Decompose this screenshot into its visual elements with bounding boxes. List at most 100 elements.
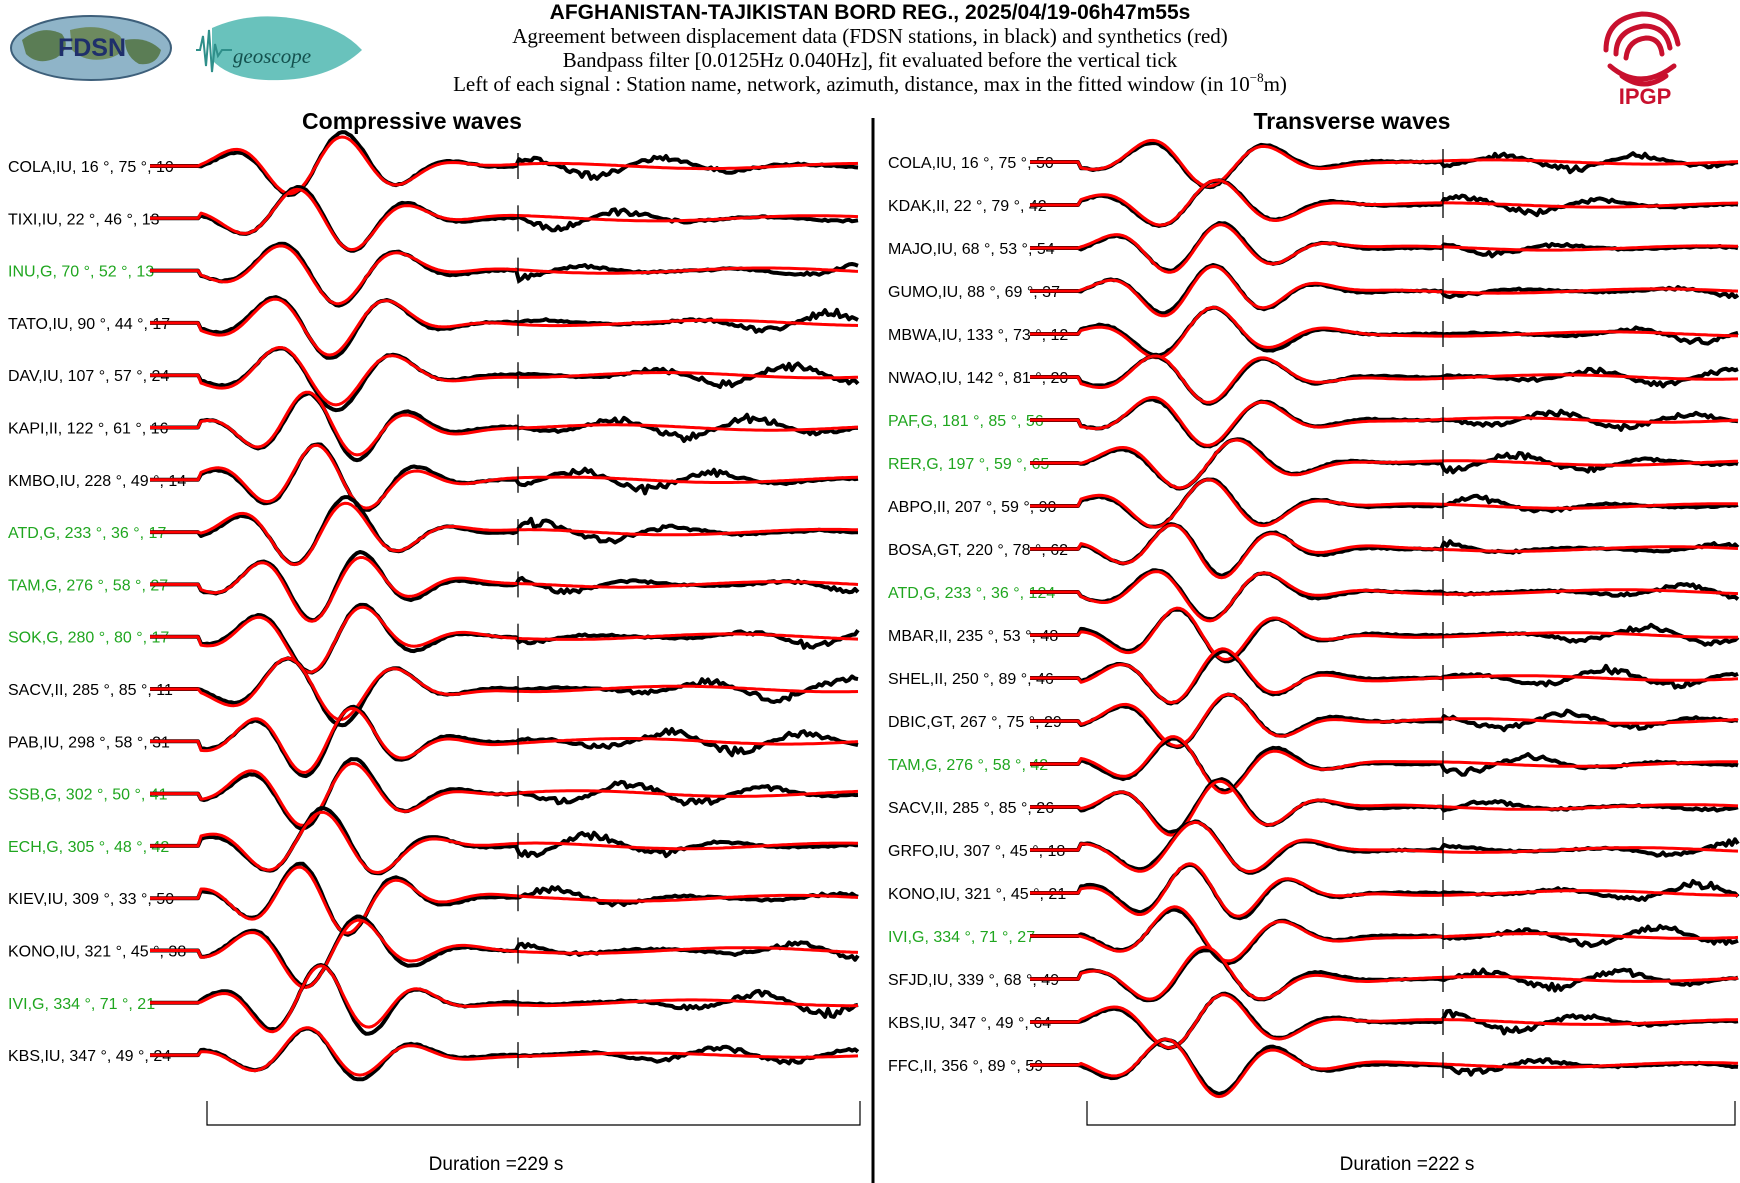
station-trace-row: KDAK,II, 22 °, 79 °, 42 bbox=[888, 178, 1739, 228]
station-trace-row: SHEL,II, 250 °, 89 °, 46 bbox=[888, 647, 1739, 706]
station-label: KONO,IU, 321 °, 45 °, 38 bbox=[8, 944, 186, 961]
synthetic-waveform-line bbox=[1030, 692, 1739, 748]
station-label: BOSA,GT, 220 °, 78 °, 62 bbox=[888, 542, 1068, 559]
station-label: IVI,G, 334 °, 71 °, 21 bbox=[8, 996, 155, 1013]
synthetic-waveform-line bbox=[1030, 862, 1738, 918]
station-trace-row: KAPI,II, 122 °, 61 °, 16 bbox=[8, 390, 859, 463]
station-label: IVI,G, 334 °, 71 °, 27 bbox=[888, 929, 1035, 946]
data-waveform-line bbox=[150, 346, 860, 413]
data-waveform-line bbox=[150, 550, 860, 623]
station-trace-row: KBS,IU, 347 °, 49 °, 24 bbox=[8, 1026, 860, 1082]
station-trace-row: MAJO,IU, 68 °, 53 °, 54 bbox=[888, 221, 1739, 274]
station-trace-row: KIEV,IU, 309 °, 33 °, 50 bbox=[8, 861, 859, 937]
synthetic-waveform-line bbox=[1030, 265, 1739, 318]
station-label: KIEV,IU, 309 °, 33 °, 50 bbox=[8, 891, 174, 908]
station-label: NWAO,IU, 142 °, 81 °, 20 bbox=[888, 370, 1068, 387]
fdsn-logo-text: FDSN bbox=[58, 34, 126, 62]
station-label: SHEL,II, 250 °, 89 °, 46 bbox=[888, 671, 1054, 688]
station-trace-row: MBAR,II, 235 °, 53 °, 48 bbox=[888, 606, 1740, 664]
synthetic-waveform-line bbox=[150, 501, 858, 566]
synthetic-waveform-line bbox=[150, 443, 859, 510]
station-trace-row: KONO,IU, 321 °, 45 °, 38 bbox=[8, 914, 860, 989]
station-label: DAV,IU, 107 °, 57 °, 24 bbox=[8, 368, 169, 385]
synthetic-waveform-line bbox=[1030, 647, 1739, 704]
station-label: INU,G, 70 °, 52 °, 13 bbox=[8, 264, 154, 281]
station-label: SACV,II, 285 °, 85 °, 11 bbox=[8, 682, 173, 699]
data-waveform-line bbox=[150, 704, 859, 779]
synthetic-waveform-line bbox=[1030, 570, 1739, 623]
station-trace-row: KMBO,IU, 228 °, 49 °, 14 bbox=[8, 442, 859, 512]
synthetic-waveform-line bbox=[150, 297, 859, 357]
station-label: TIXI,IU, 22 °, 46 °, 13 bbox=[8, 211, 160, 228]
figure-caption-line2: Bandpass filter [0.0125Hz 0.040Hz], fit … bbox=[563, 48, 1178, 72]
data-waveform-line bbox=[150, 241, 859, 308]
station-label: FFC,II, 356 °, 89 °, 59 bbox=[888, 1058, 1043, 1075]
figure-caption-line1: Agreement between displacement data (FDS… bbox=[512, 24, 1228, 48]
synthetic-waveform-line bbox=[150, 244, 859, 306]
synthetic-waveform-line bbox=[1030, 395, 1739, 447]
duration-bracket bbox=[1086, 1101, 1736, 1126]
station-trace-row: RER,G, 197 °, 59 °, 65 bbox=[888, 437, 1739, 491]
station-label: RER,G, 197 °, 59 °, 65 bbox=[888, 456, 1049, 473]
data-waveform-line bbox=[150, 963, 859, 1036]
station-trace-row: TIXI,IU, 22 °, 46 °, 13 bbox=[8, 185, 859, 253]
station-label: ABPO,II, 207 °, 59 °, 90 bbox=[888, 499, 1057, 516]
station-label: SSB,G, 302 °, 50 °, 41 bbox=[8, 787, 168, 804]
station-trace-row: ATD,G, 233 °, 36 °, 17 bbox=[8, 495, 858, 567]
figure-title: AFGHANISTAN-TAJIKISTAN BORD REG., 2025/0… bbox=[550, 1, 1191, 24]
synthetic-waveform-line bbox=[150, 1026, 859, 1077]
geoscope-logo-text: geoscope bbox=[233, 44, 311, 68]
station-label: GUMO,IU, 88 °, 69 °, 37 bbox=[888, 284, 1060, 301]
synthetic-waveform-line bbox=[1030, 945, 1739, 1001]
station-trace-row: MBWA,IU, 133 °, 73 °, 12 bbox=[888, 305, 1739, 360]
caption-line3-unit: m) bbox=[1264, 72, 1287, 96]
station-trace-row: GRFO,IU, 307 °, 45 °, 18 bbox=[888, 819, 1740, 875]
station-trace-row: IVI,G, 334 °, 71 °, 21 bbox=[8, 963, 859, 1036]
station-trace-row: ECH,G, 305 °, 48 °, 42 bbox=[8, 806, 859, 876]
synthetic-waveform-line bbox=[150, 810, 858, 874]
data-waveform-line bbox=[1030, 477, 1739, 529]
station-label: KBS,IU, 347 °, 49 °, 24 bbox=[8, 1048, 171, 1065]
station-label: SOK,G, 280 °, 80 °, 17 bbox=[8, 630, 169, 647]
station-label: KAPI,II, 122 °, 61 °, 16 bbox=[8, 421, 169, 438]
station-label: COLA,IU, 16 °, 75 °, 10 bbox=[8, 159, 174, 176]
station-trace-row: FFC,II, 356 °, 89 °, 59 bbox=[888, 1037, 1739, 1099]
synthetic-waveform-line bbox=[1030, 993, 1739, 1050]
station-trace-row: DBIC,GT, 267 °, 75 °, 29 bbox=[888, 692, 1739, 750]
station-trace-row: KBS,IU, 347 °, 49 °, 64 bbox=[888, 991, 1739, 1051]
synthetic-waveform-line bbox=[150, 556, 859, 623]
duration-label: Duration =222 s bbox=[1340, 1154, 1475, 1175]
station-trace-row: SACV,II, 285 °, 85 °, 11 bbox=[8, 656, 859, 728]
station-trace-row: INU,G, 70 °, 52 °, 13 bbox=[8, 241, 859, 308]
data-waveform-line bbox=[1030, 522, 1740, 578]
station-label: TAM,G, 276 °, 58 °, 27 bbox=[8, 577, 168, 594]
station-trace-row: TAM,G, 276 °, 58 °, 42 bbox=[888, 735, 1739, 795]
station-trace-row: BOSA,GT, 220 °, 78 °, 62 bbox=[888, 522, 1740, 580]
compressive-waves-panel: Compressive waves COLA,IU, 16 °, 75 °, 10… bbox=[8, 108, 861, 1175]
station-label: MBAR,II, 235 °, 53 °, 48 bbox=[888, 628, 1058, 645]
station-trace-row: SFJD,IU, 339 °, 68 °, 49 bbox=[888, 945, 1739, 1003]
data-waveform-line bbox=[150, 442, 859, 512]
station-label: ECH,G, 305 °, 48 °, 42 bbox=[8, 839, 169, 856]
station-trace-row: KONO,IU, 321 °, 45 °, 21 bbox=[888, 862, 1740, 921]
station-label: MBWA,IU, 133 °, 73 °, 12 bbox=[888, 327, 1068, 344]
synthetic-waveform-line bbox=[150, 605, 859, 674]
station-trace-row: PAB,IU, 298 °, 58 °, 31 bbox=[8, 704, 859, 779]
station-label: PAF,G, 181 °, 85 °, 56 bbox=[888, 413, 1044, 430]
synthetic-waveform-line bbox=[150, 187, 859, 252]
station-trace-row: GUMO,IU, 88 °, 69 °, 37 bbox=[888, 263, 1740, 318]
station-label: GRFO,IU, 307 °, 45 °, 18 bbox=[888, 843, 1065, 860]
synthetic-waveform-line bbox=[150, 390, 859, 457]
station-trace-row: DAV,IU, 107 °, 57 °, 24 bbox=[8, 346, 860, 413]
station-trace-row: TATO,IU, 90 °, 44 °, 17 bbox=[8, 295, 859, 360]
station-trace-row: COLA,IU, 16 °, 75 °, 10 bbox=[8, 130, 859, 198]
fdsn-logo: FDSN bbox=[10, 15, 172, 81]
data-waveform-line bbox=[1030, 649, 1739, 706]
data-waveform-line bbox=[1030, 263, 1740, 316]
geoscope-logo: geoscope bbox=[196, 16, 362, 81]
synthetic-waveform-line bbox=[1030, 735, 1738, 795]
synthetic-waveform-line bbox=[1030, 438, 1739, 490]
station-label: TAM,G, 276 °, 58 °, 42 bbox=[888, 757, 1048, 774]
station-trace-row: SOK,G, 280 °, 80 °, 17 bbox=[8, 602, 860, 675]
synthetic-waveform-line bbox=[150, 346, 859, 407]
